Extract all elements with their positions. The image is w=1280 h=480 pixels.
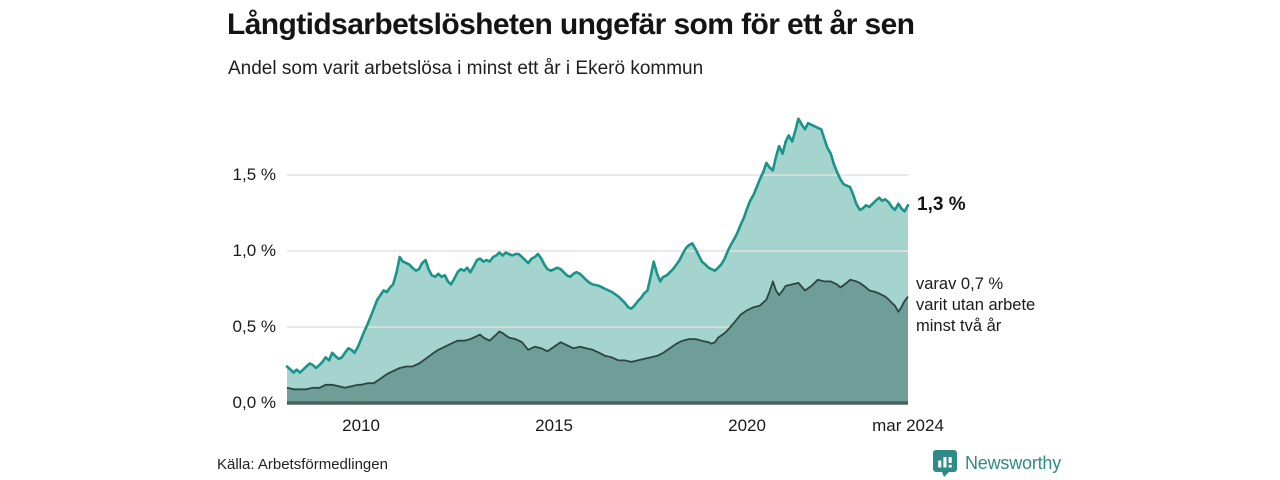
newsworthy-logo-icon	[933, 450, 957, 477]
x-axis-tick-label: 2015	[535, 416, 573, 435]
y-axis-tick-label: 1,5 %	[232, 164, 276, 184]
page-title: Långtidsarbetslösheten ungefär som för e…	[227, 8, 915, 41]
end-value-label-subseries: varav 0,7 % varit utan arbete minst två …	[916, 274, 1035, 337]
subseries-label-line-3: minst två år	[916, 317, 1002, 335]
series-total-line	[285, 117, 910, 374]
subseries-label-line-2: varit utan arbete	[916, 296, 1036, 314]
newsworthy-brand: Newsworthy	[933, 450, 1061, 477]
end-value-label-total: 1,3 %	[917, 194, 966, 215]
newsworthy-wordmark: Newsworthy	[965, 453, 1062, 473]
y-axis-tick-label: 0,0 %	[232, 393, 276, 412]
y-axis-tick-label: 1,0 %	[232, 240, 276, 260]
series-subseries-line	[286, 278, 909, 391]
x-axis-tick-label: mar 2024	[872, 416, 944, 435]
x-axis-tick-label: 2020	[728, 416, 766, 435]
source-attribution: Källa: Arbetsförmedlingen	[217, 456, 388, 473]
page-subtitle: Andel som varit arbetslösa i minst ett å…	[228, 58, 704, 79]
x-axis-tick-label: 2010	[342, 416, 381, 435]
y-axis-tick-label: 0,5 %	[232, 316, 276, 336]
subseries-label-line-1: varav 0,7 %	[916, 275, 1004, 293]
series-subseries-area	[287, 279, 908, 403]
